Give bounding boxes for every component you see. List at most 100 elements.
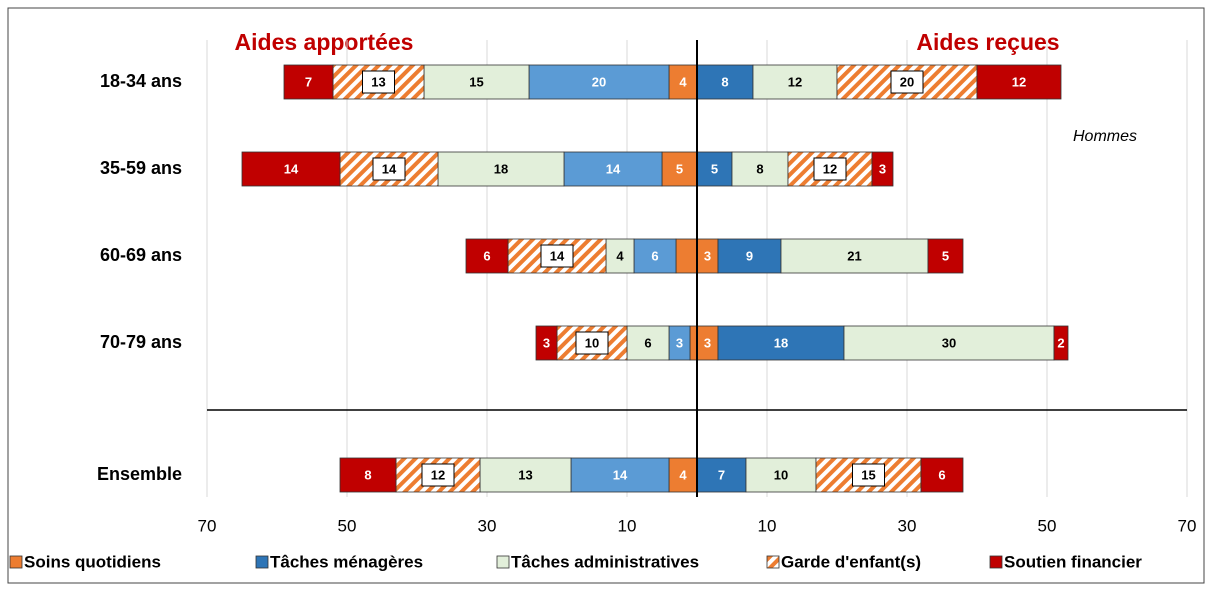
label-box [813,157,847,181]
category-label: Ensemble [97,464,182,484]
data-label: 14 [613,467,628,482]
data-label: 14 [550,248,565,263]
legend-label: Tâches ménagères [270,552,423,571]
data-label: 4 [679,467,687,482]
bar-segment [465,238,509,274]
bar-segment [423,64,530,100]
label-box [421,463,455,487]
category-label: 35-59 ans [100,158,182,178]
data-label: 8 [364,467,371,482]
bar-segment [976,64,1062,100]
data-label: 14 [284,161,299,176]
data-label: 20 [592,74,606,89]
data-label: 13 [371,74,385,89]
data-label: 15 [469,74,483,89]
bar-segment [780,238,929,274]
data-label: 15 [861,467,875,482]
data-label: 12 [788,74,802,89]
data-label: 5 [676,161,683,176]
data-label: 7 [305,74,312,89]
x-tick-label: 70 [1178,516,1197,535]
data-label: 3 [676,335,683,350]
legend-label: Soutien financier [1004,552,1142,571]
bar-segment [563,151,663,187]
category-label: 18-34 ans [100,71,182,91]
category-label: 70-79 ans [100,332,182,352]
bar-segment [927,238,964,274]
data-label: 21 [847,248,861,263]
data-label: 4 [616,248,624,263]
data-label: 5 [942,248,949,263]
label-box [540,244,574,268]
bar-segment [661,151,698,187]
legend-label: Soins quotidiens [24,552,161,571]
data-label: 10 [585,335,599,350]
data-label: 6 [651,248,658,263]
bar-segment [535,325,558,361]
bar-segment [675,238,698,274]
label-box [372,157,406,181]
data-label: 18 [774,335,788,350]
bar-segment [717,238,782,274]
bar-segment [528,64,670,100]
data-label: 20 [900,74,914,89]
legend-label: Tâches administratives [511,552,699,571]
data-label: 3 [704,335,711,350]
bar-segment [696,151,733,187]
data-label: 3 [879,161,886,176]
data-label: 18 [494,161,508,176]
x-tick-label: 10 [758,516,777,535]
x-tick-label: 30 [478,516,497,535]
title-right: Aides reçues [916,29,1059,55]
bar-segment [717,325,845,361]
label-box [362,70,395,94]
bar-segment [689,325,698,361]
bar-segment [626,325,670,361]
bar-segment [731,151,789,187]
data-label: 9 [746,248,753,263]
data-label: 12 [431,467,445,482]
bar-segment [570,457,670,493]
data-label: 14 [382,161,397,176]
data-label: 3 [704,248,711,263]
x-tick-label: 50 [1038,516,1057,535]
legend-swatch [989,555,1003,569]
x-tick-label: 10 [618,516,637,535]
title-left: Aides apportées [235,29,414,55]
legend-swatch [9,555,23,569]
bar-segment [283,64,334,100]
data-label: 2 [1057,335,1064,350]
legend-swatch [766,555,780,569]
label-box [575,331,609,355]
x-tick-label: 50 [338,516,357,535]
bar-segment [479,457,572,493]
data-label: 6 [483,248,490,263]
bar-segment [633,238,677,274]
bar-segment [843,325,1055,361]
data-label: 7 [718,467,725,482]
data-label: 30 [942,335,956,350]
data-label: 12 [823,161,837,176]
label-box [852,463,885,487]
x-tick-label: 30 [898,516,917,535]
category-label: 60-69 ans [100,245,182,265]
data-label: 13 [518,467,532,482]
label-box [890,70,924,94]
data-label: 12 [1012,74,1026,89]
data-label: 14 [606,161,621,176]
data-label: 4 [679,74,687,89]
bar-segment [1053,325,1069,361]
bar-segment [339,457,397,493]
bar-segment [871,151,894,187]
bar-segment [241,151,341,187]
data-label: 8 [721,74,728,89]
data-label: 6 [938,467,945,482]
legend-swatch [496,555,510,569]
bar-segment [696,457,747,493]
data-label: 3 [543,335,550,350]
legend-swatch [255,555,269,569]
bar-segment [696,64,754,100]
annotation: Hommes [1073,128,1137,145]
bar-segment [745,457,817,493]
